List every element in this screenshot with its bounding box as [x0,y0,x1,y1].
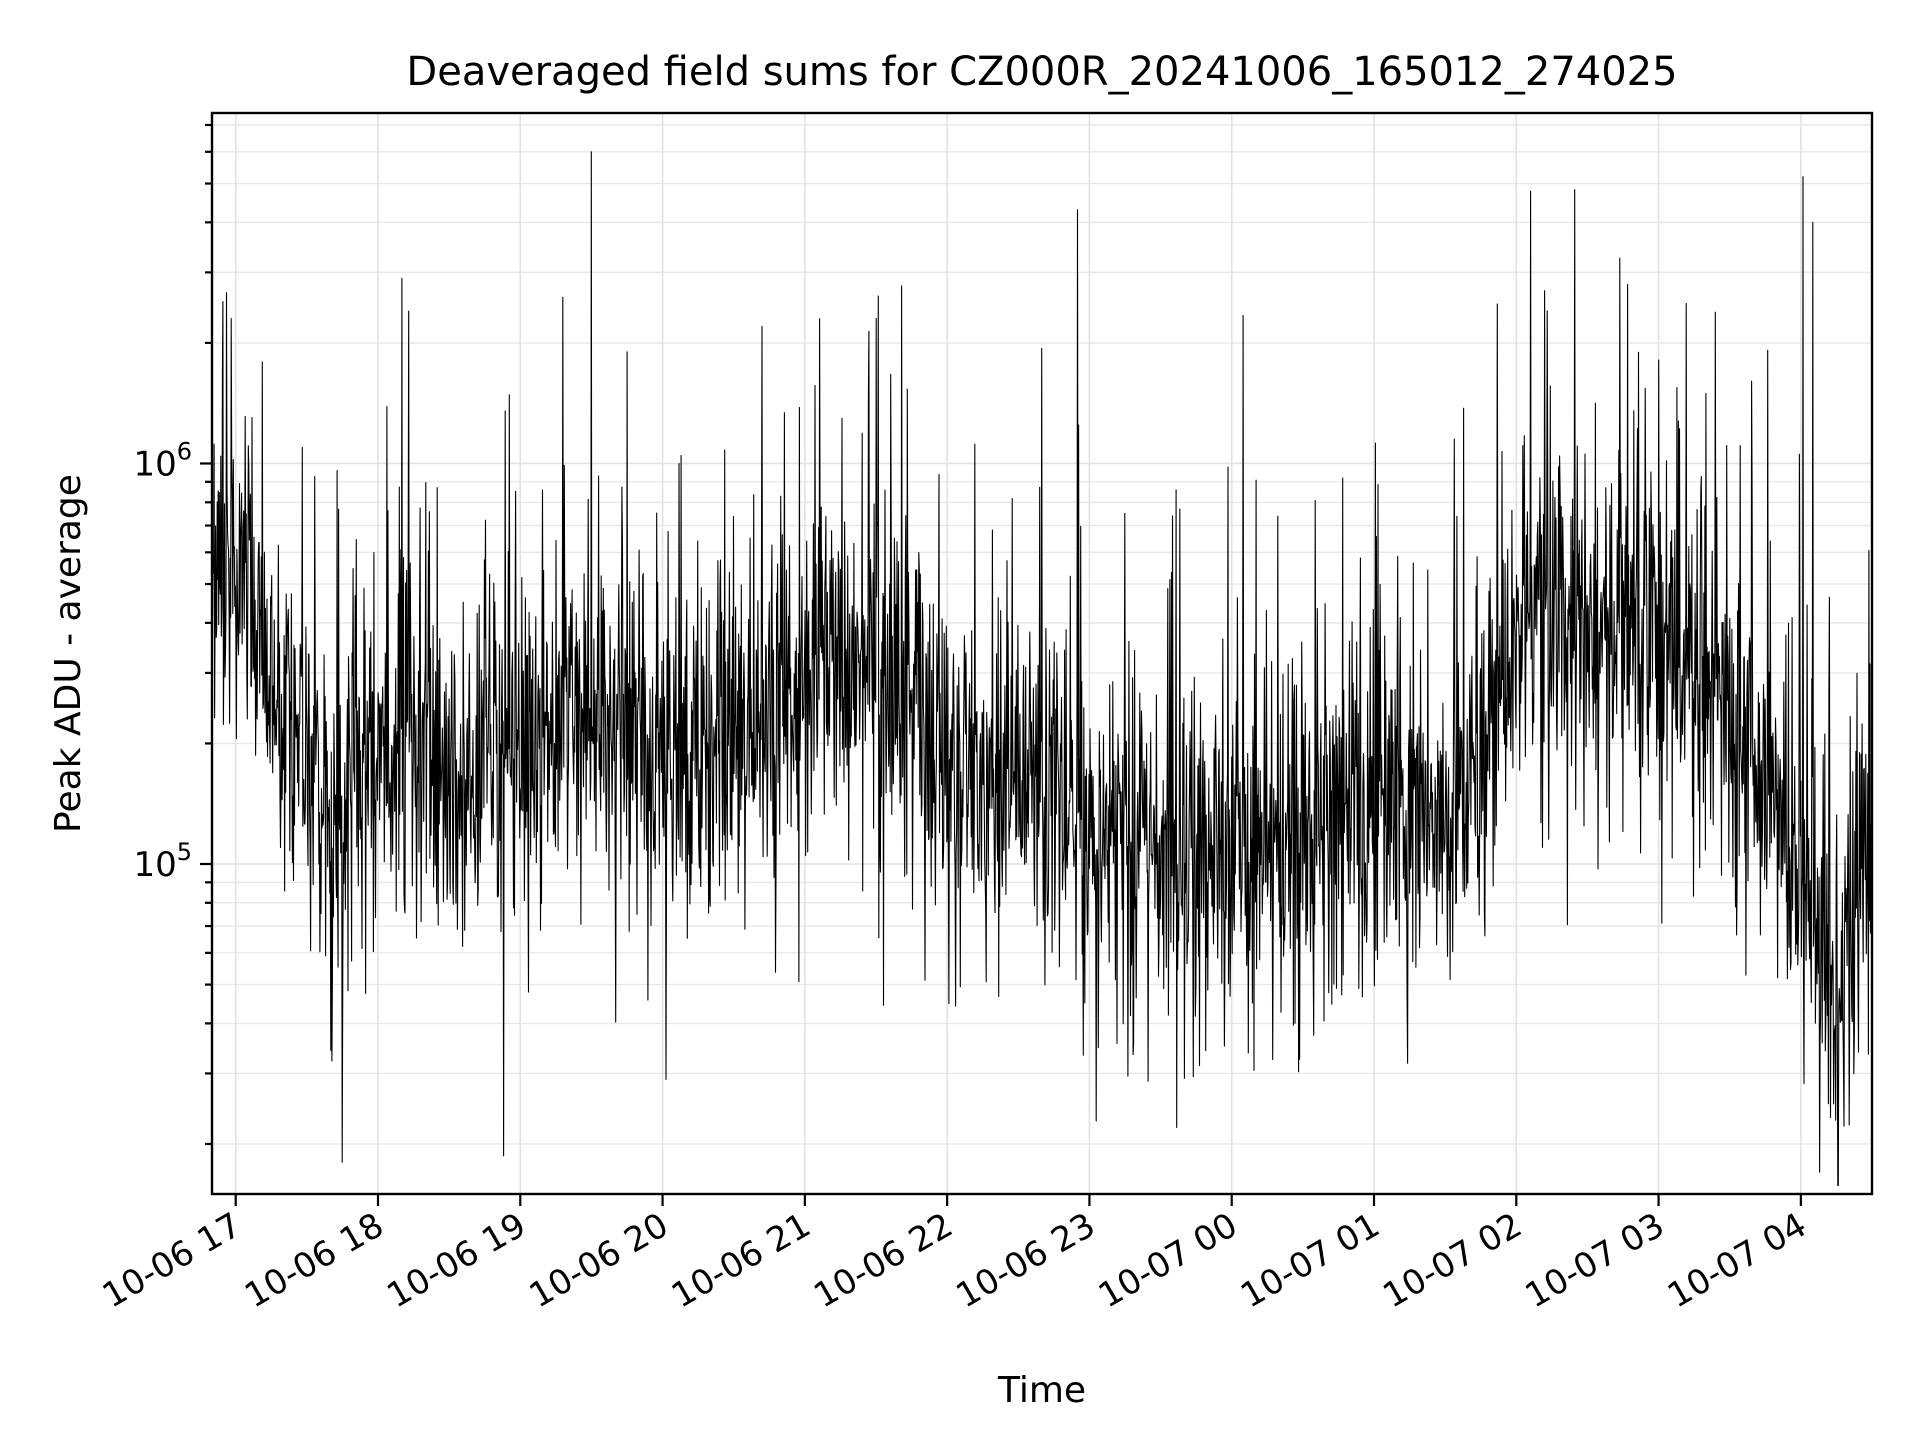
x-tick-label: 10-06 20 [523,1205,675,1316]
x-tick-label: 10-07 01 [1234,1205,1386,1316]
y-tick-label: 105 [133,838,192,885]
y-axis-label: Peak ADU - average [48,474,89,833]
x-tick-label: 10-06 21 [665,1205,817,1316]
series-layer [211,151,1873,1187]
x-tick-label: 10-07 00 [1092,1205,1244,1316]
chart-title: Deaveraged field sums for CZ000R_2024100… [406,49,1677,95]
x-tick-label: 10-06 17 [96,1205,248,1316]
plot-frame [210,111,1874,1196]
x-tick-label: 10-06 22 [807,1205,959,1316]
y-axis: 105 106 [133,123,212,1146]
x-tick-label: 10-06 19 [380,1205,532,1316]
y-tick-label: 106 [133,437,192,484]
x-tick-label: 10-06 23 [950,1205,1102,1316]
x-tick-label: 10-07 03 [1519,1205,1671,1316]
x-tick-label: 10-07 02 [1376,1205,1528,1316]
x-tick-label: 10-06 18 [238,1205,390,1316]
x-tick-label: 10-07 04 [1661,1205,1813,1316]
x-axis-label: Time [997,1370,1086,1411]
series-line [211,151,1873,1187]
